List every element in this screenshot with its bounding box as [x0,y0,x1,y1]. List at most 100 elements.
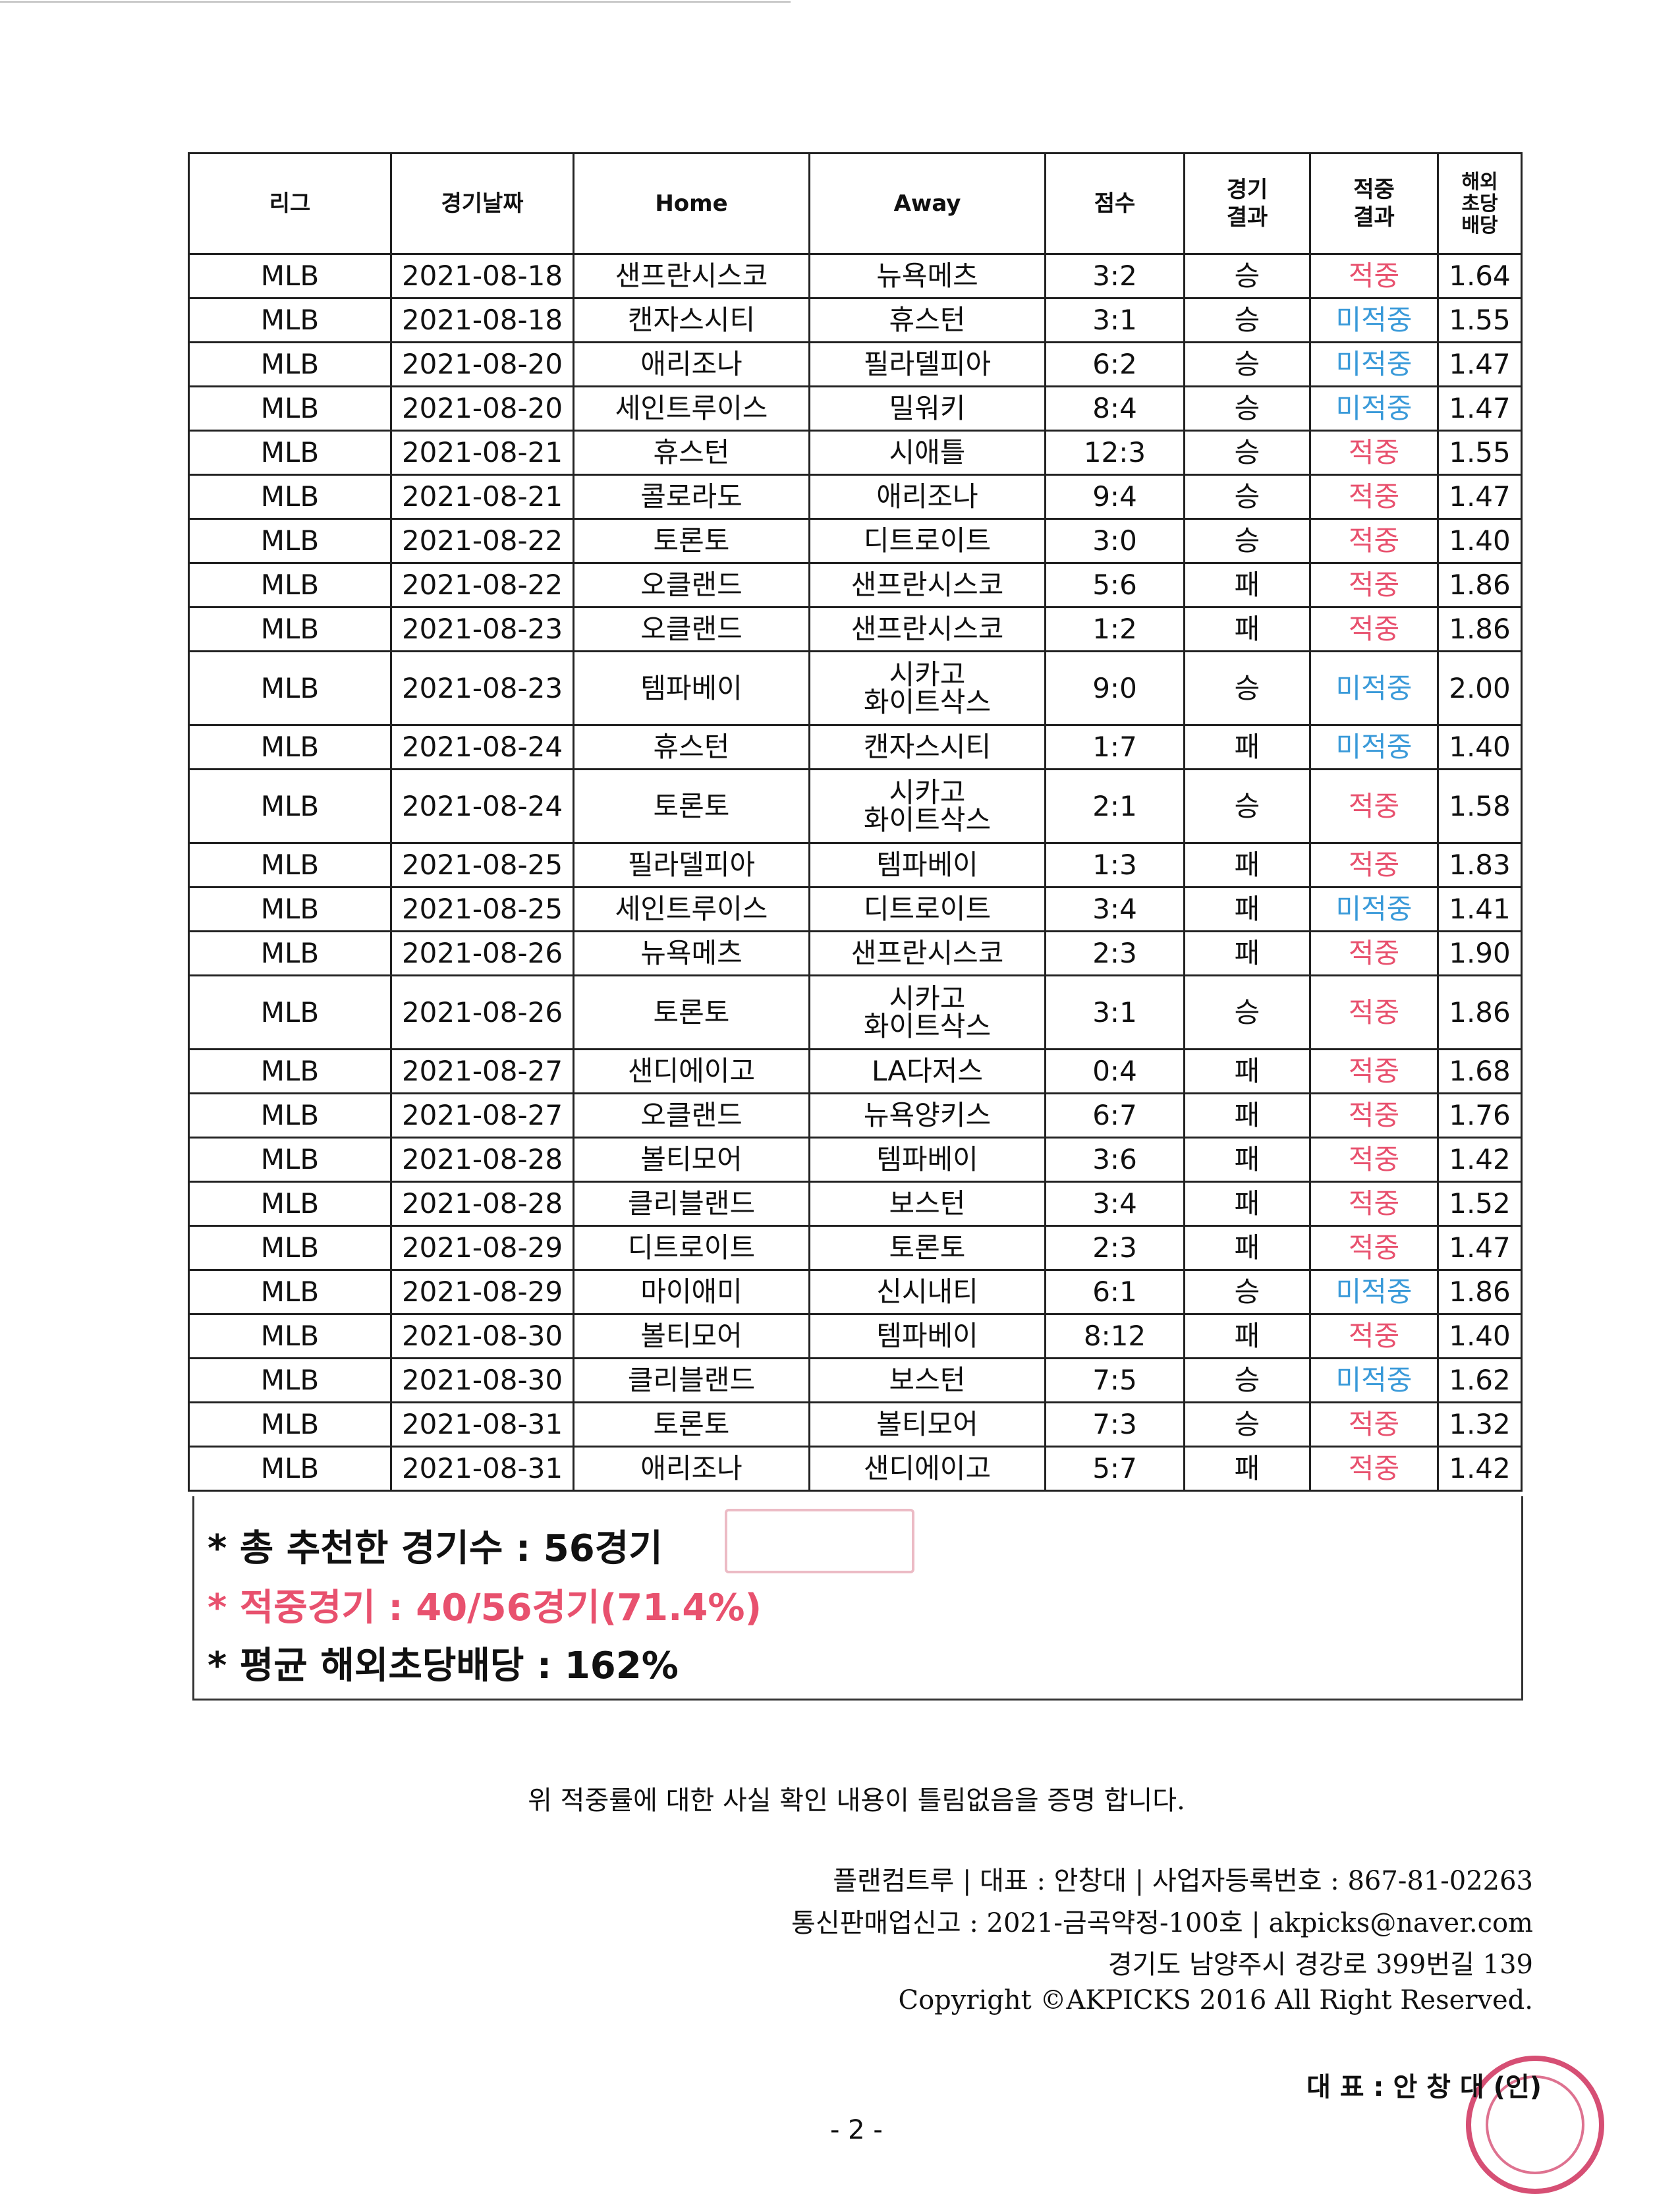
cell-odds: 1.42 [1437,1446,1523,1492]
cell-odds: 1.83 [1437,842,1523,888]
cell-hit: 적중 [1309,1446,1439,1492]
cell-home: 디트로이트 [573,1225,810,1271]
cell-league: MLB [188,1092,392,1139]
table-row: MLB 2021-08-23 오클랜드 샌프란시스코 1:2 패 적중 1.86 [188,606,1523,652]
table-row: MLB 2021-08-30 클리블랜드 보스턴 7:5 승 미적중 1.62 [188,1357,1523,1403]
cell-result: 패 [1183,1092,1311,1139]
faint-stamp [725,1509,914,1573]
cell-away: 휴스턴 [808,297,1046,343]
cell-league: MLB [188,1446,392,1492]
cell-hit: 미적중 [1309,297,1439,343]
cell-result: 패 [1183,842,1311,888]
cell-hit: 적중 [1309,974,1439,1050]
cell-score: 3:0 [1044,518,1185,564]
cell-hit: 미적중 [1309,886,1439,932]
cell-date: 2021-08-22 [390,562,574,608]
cell-odds: 1.86 [1437,606,1523,652]
table-row: MLB 2021-08-29 디트로이트 토론토 2:3 패 적중 1.47 [188,1225,1523,1271]
cell-date: 2021-08-23 [390,650,574,726]
header-odds-line1: 해외 [1461,170,1498,194]
cell-hit: 적중 [1309,768,1439,844]
cell-home: 애리조나 [573,1446,810,1492]
cell-league: MLB [188,606,392,652]
cell-away: 밀워키 [808,385,1046,432]
table-row: MLB 2021-08-21 휴스턴 시애틀 12:3 승 적중 1.55 [188,430,1523,476]
cell-league: MLB [188,886,392,932]
header-hit-line2: 결과 [1353,204,1395,231]
cell-hit: 적중 [1309,1225,1439,1271]
cell-date: 2021-08-24 [390,724,574,770]
footer-company-line: 플랜컴트루 | 대표 : 안창대 | 사업자등록번호 : 867-81-0226… [833,1866,1533,1896]
cell-away: 보스턴 [808,1357,1046,1403]
cell-home: 마이애미 [573,1269,810,1315]
cell-away: 시카고 화이트삭스 [808,974,1046,1050]
cell-home: 세인트루이스 [573,886,810,932]
cell-odds: 1.86 [1437,562,1523,608]
cell-league: MLB [188,724,392,770]
cell-league: MLB [188,1181,392,1227]
cell-hit: 적중 [1309,1048,1439,1094]
table-row: MLB 2021-08-23 템파베이 시카고 화이트삭스 9:0 승 미적중 2.00 [188,650,1523,726]
cell-away: 필라델피아 [808,341,1046,387]
header-odds-line3: 배당 [1461,213,1498,237]
cell-home: 오클랜드 [573,1092,810,1139]
cell-odds: 1.58 [1437,768,1523,844]
summary-total: * 총 추천한 경기수 : 56경기 [208,1527,663,1570]
table-row: MLB 2021-08-21 콜로라도 애리조나 9:4 승 적중 1.47 [188,474,1523,520]
cell-away: 샌프란시스코 [808,606,1046,652]
cell-hit: 적중 [1309,1092,1439,1139]
cell-away: 뉴욕메츠 [808,253,1046,299]
cell-score: 3:2 [1044,253,1185,299]
cell-home: 캔자스시티 [573,297,810,343]
cell-hit: 적중 [1309,1313,1439,1359]
cell-hit: 적중 [1309,430,1439,476]
cell-home: 토론토 [573,1401,810,1448]
cell-hit: 적중 [1309,1401,1439,1448]
cell-league: MLB [188,842,392,888]
cell-league: MLB [188,768,392,844]
footer-copyright-line: Copyright ©AKPICKS 2016 All Right Reserv… [898,1985,1533,2015]
page-number: - 2 - [830,2115,883,2145]
cell-score: 3:4 [1044,886,1185,932]
cell-league: MLB [188,253,392,299]
cell-odds: 1.55 [1437,430,1523,476]
cell-league: MLB [188,474,392,520]
cell-result: 승 [1183,253,1311,299]
cell-date: 2021-08-29 [390,1269,574,1315]
cell-date: 2021-08-18 [390,297,574,343]
header-away: Away [808,152,1046,255]
cell-hit: 적중 [1309,253,1439,299]
cell-hit: 미적중 [1309,724,1439,770]
cell-score: 6:2 [1044,341,1185,387]
header-hit-line1: 적중 [1353,177,1395,203]
table-row: MLB 2021-08-22 토론토 디트로이트 3:0 승 적중 1.40 [188,518,1523,564]
cell-odds: 1.40 [1437,518,1523,564]
table-row: MLB 2021-08-24 토론토 시카고 화이트삭스 2:1 승 적중 1.58 [188,768,1523,844]
cell-away: 캔자스시티 [808,724,1046,770]
cell-score: 7:3 [1044,1401,1185,1448]
cell-league: MLB [188,1401,392,1448]
table-row: MLB 2021-08-20 세인트루이스 밀워키 8:4 승 미적중 1.47 [188,385,1523,432]
cell-result: 승 [1183,1357,1311,1403]
cell-result: 패 [1183,1446,1311,1492]
table-row: MLB 2021-08-25 필라델피아 템파베이 1:3 패 적중 1.83 [188,842,1523,888]
cell-date: 2021-08-22 [390,518,574,564]
cell-score: 0:4 [1044,1048,1185,1094]
cell-date: 2021-08-26 [390,930,574,976]
table-row: MLB 2021-08-27 오클랜드 뉴욕양키스 6:7 패 적중 1.76 [188,1092,1523,1139]
cell-result: 승 [1183,430,1311,476]
table-row: MLB 2021-08-27 샌디에이고 LA다저스 0:4 패 적중 1.68 [188,1048,1523,1094]
cell-result: 패 [1183,1313,1311,1359]
header-score: 점수 [1044,152,1185,255]
header-home: Home [573,152,810,255]
cell-away-line: 시카고 [889,658,966,690]
table-row: MLB 2021-08-18 캔자스시티 휴스턴 3:1 승 미적중 1.55 [188,297,1523,343]
cell-home: 토론토 [573,974,810,1050]
cell-hit: 미적중 [1309,1357,1439,1403]
header-hit: 적중 결과 [1309,152,1439,255]
cell-home: 뉴욕메츠 [573,930,810,976]
cell-hit: 적중 [1309,518,1439,564]
cell-date: 2021-08-21 [390,474,574,520]
cell-away: 템파베이 [808,842,1046,888]
cell-odds: 2.00 [1437,650,1523,726]
